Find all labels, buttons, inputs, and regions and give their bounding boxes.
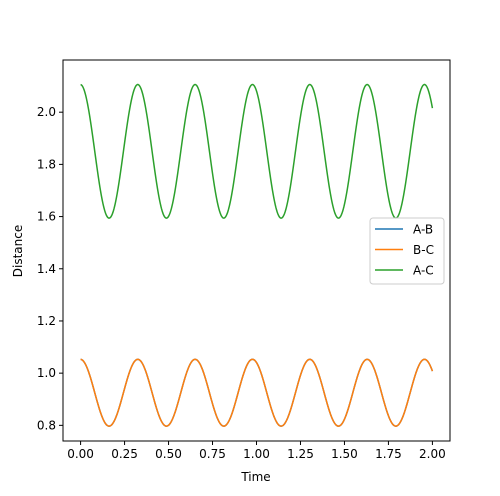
x-tick-label: 1.75 [375,447,402,461]
y-tick-label: 1.4 [37,262,56,276]
series-line-b-c [80,358,434,427]
x-axis-label: Time [240,470,270,484]
x-tick-label: 0.00 [67,447,94,461]
legend-label: B-C [413,243,434,257]
legend-label: A-B [413,223,433,237]
y-tick-label: 1.8 [37,157,56,171]
x-tick-label: 1.50 [331,447,358,461]
y-tick-label: 1.0 [37,366,56,380]
y-tick-label: 2.0 [37,105,56,119]
legend-box [369,217,445,285]
y-axis-label: Distance [11,225,25,277]
y-tick-label: 1.2 [37,314,56,328]
y-tick-label: 1.6 [37,210,56,224]
x-tick-label: 0.50 [155,447,182,461]
x-tick-label: 0.75 [199,447,226,461]
x-tick-label: 1.00 [243,447,270,461]
series-line-a-c [80,83,434,219]
legend-label: A-C [413,264,434,278]
legend: A-B B-C A-C [369,217,445,285]
x-tick-label: 1.25 [287,447,314,461]
x-axis: 0.00 0.25 0.50 0.75 1.00 1.25 1.50 1.75 2.00 [67,441,446,461]
series-layer [80,83,434,427]
x-tick-label: 0.25 [111,447,138,461]
y-axis: 0.8 1.0 1.2 1.4 1.6 1.8 2.0 [37,105,63,432]
y-tick-label: 0.8 [37,418,56,432]
x-tick-label: 2.00 [419,447,446,461]
